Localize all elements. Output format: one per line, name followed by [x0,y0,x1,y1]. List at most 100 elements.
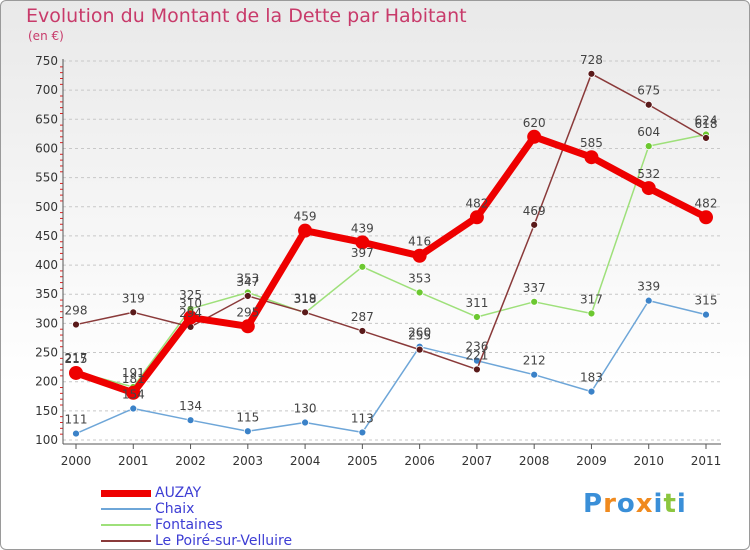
data-point [530,297,539,306]
series-line [75,73,707,371]
logo-letter: i [653,489,664,519]
data-label: 728 [580,53,603,67]
data-label: 260 [408,326,431,340]
data-point [530,220,539,229]
data-point [358,327,367,335]
y-tick-label: 150 [35,404,58,418]
data-point [243,427,252,436]
x-tick-label: 2002 [175,454,206,468]
logo-letter: r [603,489,617,519]
data-point [355,235,370,250]
data-label: 310 [179,297,202,311]
data-label: 620 [523,116,546,130]
data-point [301,418,309,427]
data-label: 295 [236,305,259,319]
data-label: 318 [294,292,317,306]
data-label: 255 [408,329,431,343]
legend-item: AUZAY [101,485,361,501]
logo-letter: i [676,489,687,519]
data-point [644,142,653,151]
data-label: 217 [65,351,88,365]
data-label: 532 [637,167,660,181]
legend-swatch [101,508,151,510]
x-tick-label: 2006 [404,454,435,468]
data-label: 675 [637,84,660,98]
data-label: 315 [695,294,718,308]
y-tick-label: 400 [35,258,58,272]
axes: 100 150 200 250 300 350 400 450 500 550 600 650 700 7… [35,54,721,468]
legend-label: Le Poiré-sur-Velluire [155,533,293,549]
data-label: 287 [351,310,374,324]
data-point [298,223,313,238]
chart-title: Evolution du Montant de la Dette par Hab… [26,5,467,27]
data-label: 191 [122,366,145,380]
data-label: 134 [179,399,202,413]
data-point [587,309,596,318]
series-line [75,133,707,388]
data-point [72,429,80,438]
data-label: 604 [637,125,660,139]
data-point [243,292,252,300]
data-point [473,313,481,321]
x-tick-label: 2004 [290,454,321,468]
logo-letter: P [583,489,604,519]
x-tick-label: 2001 [118,454,149,468]
data-point [412,248,427,263]
data-point [473,365,481,374]
data-label: 113 [351,411,374,425]
data-label: 353 [408,271,431,285]
x-tick-label: 2005 [347,454,378,468]
data-point [699,210,713,225]
proxiti-logo: Proxiti [583,489,687,519]
data-point [587,69,596,78]
legend-item: Fontaines [101,517,361,533]
y-tick-label: 200 [35,375,58,389]
x-tick-label: 2000 [61,454,92,468]
data-label: 317 [580,292,603,306]
legend-label: Fontaines [155,517,223,533]
logo-letter: x [635,489,654,519]
legend-item: Chaix [101,501,361,517]
y-tick-label: 100 [35,433,58,447]
data-point [644,296,653,305]
x-tick-label: 2011 [691,454,722,468]
data-point [129,404,138,413]
data-point [469,210,484,225]
data-point [702,310,710,319]
y-tick-label: 250 [35,346,58,360]
series-line [72,133,710,397]
data-label: 416 [408,235,431,249]
y-tick-label: 300 [35,316,58,330]
data-label: 482 [695,196,718,210]
grid [63,60,721,441]
x-tick-label: 2009 [576,454,607,468]
data-label: 181 [122,372,145,386]
data-point [527,129,542,144]
data-label: 469 [523,204,546,218]
data-label: 212 [523,354,546,368]
data-point [584,150,599,165]
data-label: 130 [294,402,317,416]
data-label: 325 [179,288,202,302]
data-label: 347 [236,275,259,289]
data-point [183,310,198,325]
legend-item: Le Poiré-sur-Velluire [101,533,361,549]
data-label: 236 [465,340,488,354]
x-tick-label: 2007 [462,454,493,468]
legend-label: Chaix [155,501,195,517]
data-label: 311 [465,296,488,310]
legend-swatch [101,524,151,526]
logo-letter: t [663,489,677,519]
data-label: 339 [637,280,660,294]
data-label: 319 [122,291,145,305]
data-point [415,288,424,297]
logo-letter: o [616,489,636,519]
data-label: 111 [65,413,88,427]
series-lines [69,69,713,438]
x-tick-label: 2010 [633,454,664,468]
data-point [641,181,656,196]
data-label: 353 [236,271,259,285]
data-label: 618 [695,117,718,131]
